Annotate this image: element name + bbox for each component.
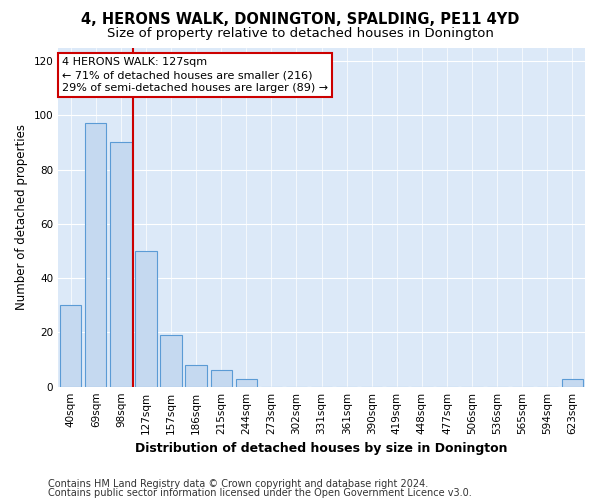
X-axis label: Distribution of detached houses by size in Donington: Distribution of detached houses by size … xyxy=(136,442,508,455)
Text: Contains HM Land Registry data © Crown copyright and database right 2024.: Contains HM Land Registry data © Crown c… xyxy=(48,479,428,489)
Text: Size of property relative to detached houses in Donington: Size of property relative to detached ho… xyxy=(107,28,493,40)
Text: Contains public sector information licensed under the Open Government Licence v3: Contains public sector information licen… xyxy=(48,488,472,498)
Bar xyxy=(185,365,207,386)
Text: 4, HERONS WALK, DONINGTON, SPALDING, PE11 4YD: 4, HERONS WALK, DONINGTON, SPALDING, PE1… xyxy=(81,12,519,28)
Bar xyxy=(136,251,157,386)
Y-axis label: Number of detached properties: Number of detached properties xyxy=(15,124,28,310)
Bar xyxy=(60,306,82,386)
Bar xyxy=(562,378,583,386)
Bar xyxy=(85,124,106,386)
Bar xyxy=(236,378,257,386)
Bar xyxy=(211,370,232,386)
Text: 4 HERONS WALK: 127sqm
← 71% of detached houses are smaller (216)
29% of semi-det: 4 HERONS WALK: 127sqm ← 71% of detached … xyxy=(62,57,328,94)
Bar xyxy=(160,335,182,386)
Bar xyxy=(110,142,131,386)
